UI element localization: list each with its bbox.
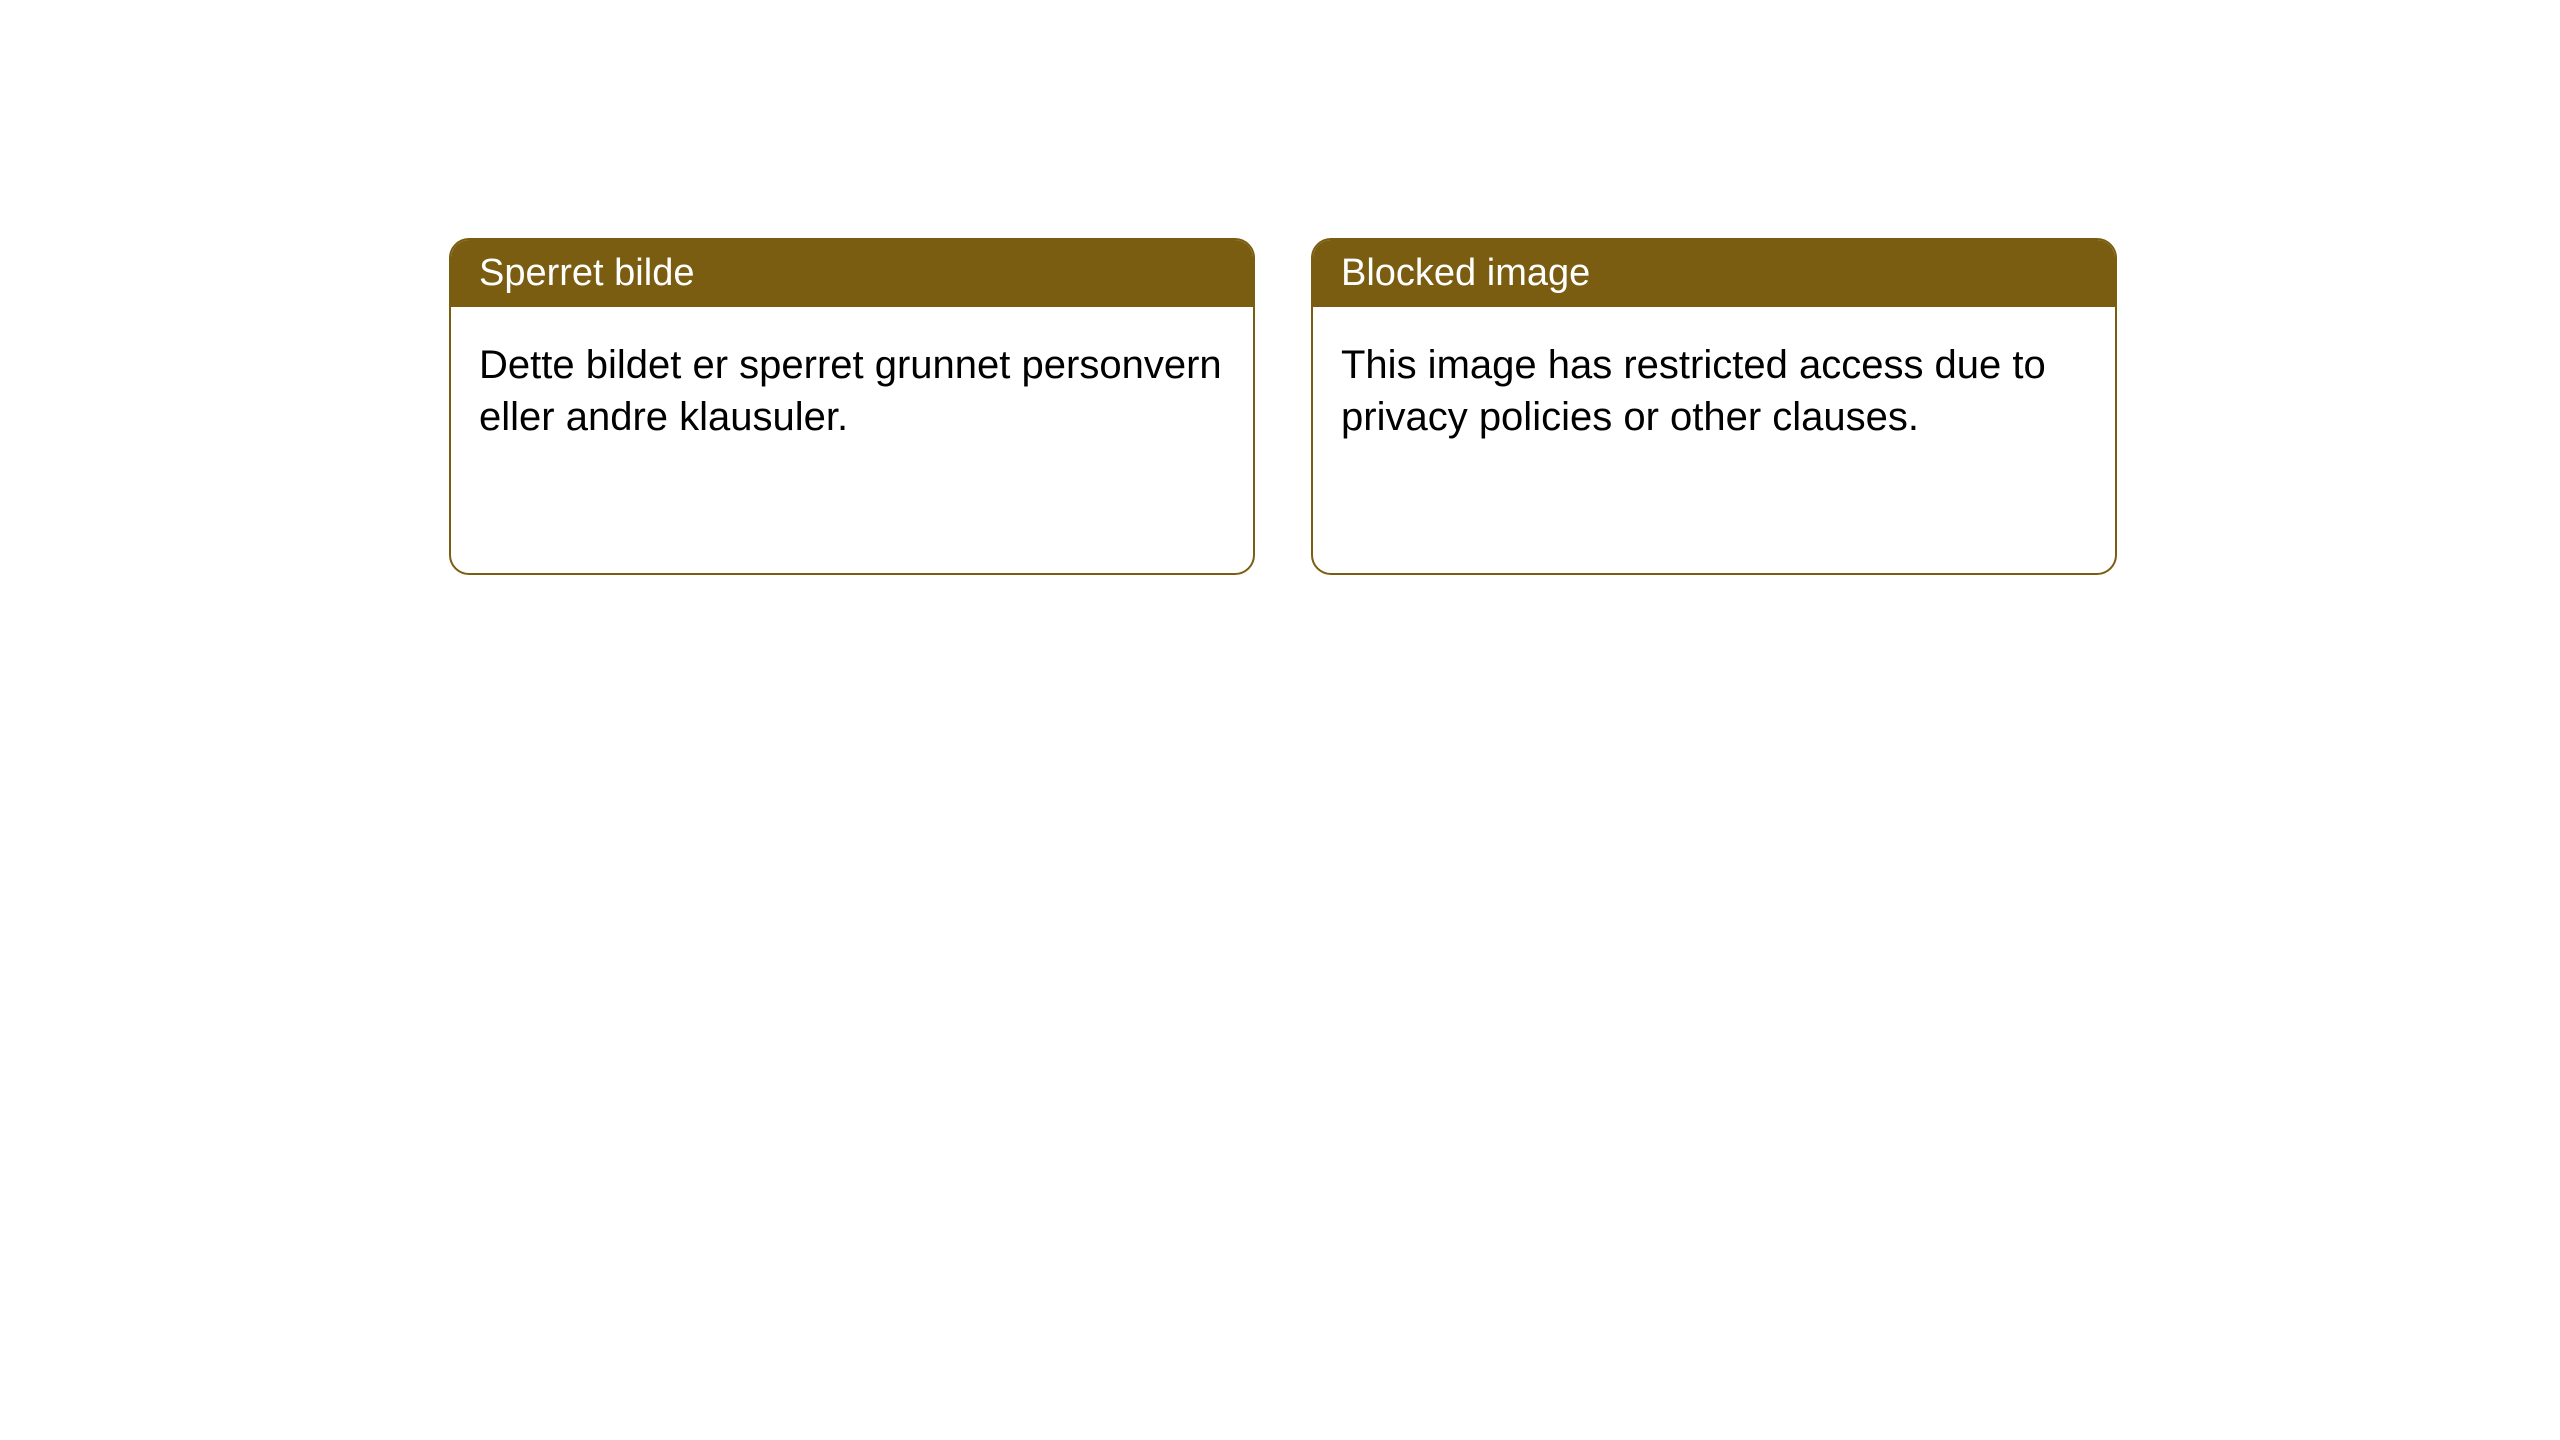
card-body: Dette bildet er sperret grunnet personve…	[451, 307, 1253, 475]
blocked-image-card-no: Sperret bilde Dette bildet er sperret gr…	[449, 238, 1255, 575]
card-body: This image has restricted access due to …	[1313, 307, 2115, 475]
card-title: Sperret bilde	[479, 252, 694, 294]
card-header: Blocked image	[1313, 240, 2115, 307]
card-header: Sperret bilde	[451, 240, 1253, 307]
card-title: Blocked image	[1341, 252, 1590, 294]
blocked-image-card-en: Blocked image This image has restricted …	[1311, 238, 2117, 575]
card-body-text: Dette bildet er sperret grunnet personve…	[479, 343, 1222, 439]
card-body-text: This image has restricted access due to …	[1341, 343, 2046, 439]
card-container: Sperret bilde Dette bildet er sperret gr…	[0, 0, 2560, 575]
